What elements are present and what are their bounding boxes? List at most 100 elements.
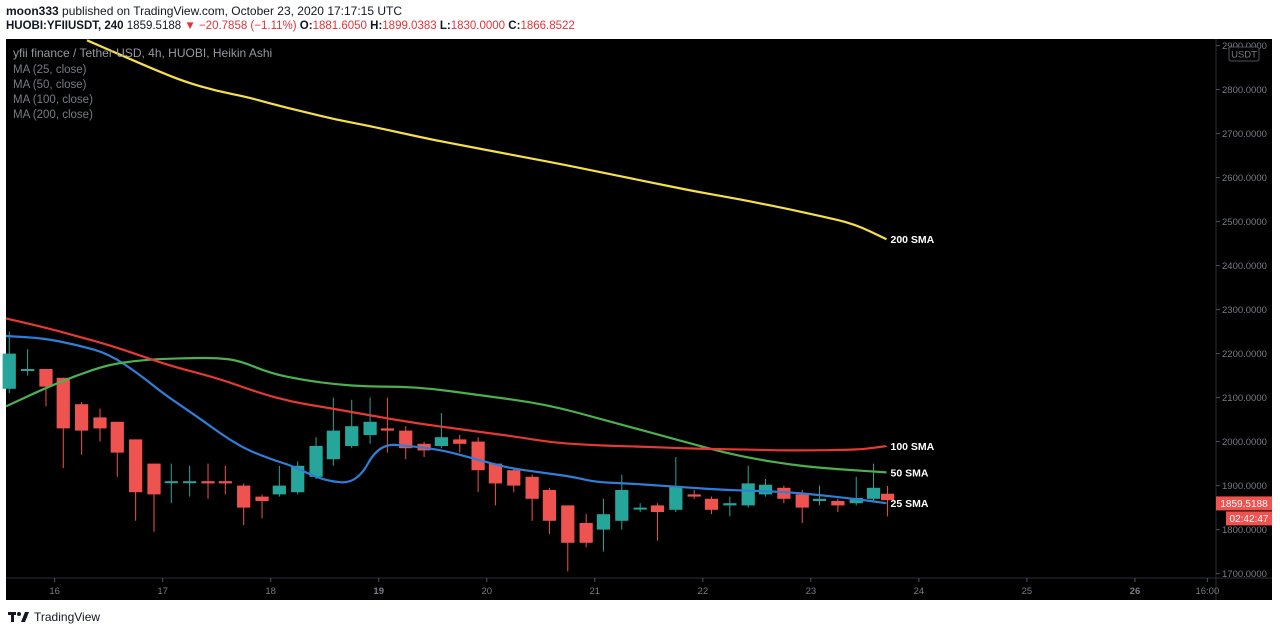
candle-body [507, 470, 521, 486]
y-tick-label: 1700.0000 [1222, 569, 1267, 580]
candle-down[interactable] [218, 465, 232, 495]
candle-down[interactable] [471, 437, 485, 493]
candle-down[interactable] [453, 435, 467, 453]
candle-down[interactable] [507, 468, 521, 493]
candle-down[interactable] [93, 408, 107, 442]
candle-down[interactable] [129, 439, 143, 521]
candle-up[interactable] [596, 498, 611, 552]
candle-body [20, 369, 35, 371]
open-value: 1881.6050 [312, 20, 367, 32]
candle-body [2, 353, 16, 389]
candle-down[interactable] [56, 377, 70, 468]
candle-body [866, 487, 881, 499]
candle-up[interactable] [309, 437, 323, 479]
x-tick-label: 21 [590, 586, 601, 597]
candle-down[interactable] [147, 463, 161, 532]
candles-layer [2, 331, 895, 572]
candle-body [399, 430, 413, 449]
x-tick-label: 20 [481, 586, 492, 597]
legend-ma100[interactable]: MA (100, close) [13, 94, 93, 106]
candle-down[interactable] [704, 496, 719, 515]
candle-body [434, 437, 448, 446]
candle-up[interactable] [633, 503, 647, 512]
ma50-label: 50 SMA [890, 467, 928, 479]
candle-up[interactable] [849, 476, 863, 506]
candle-down[interactable] [687, 490, 701, 499]
symbol: HUOBI:YFIIUSDT, 240 [6, 20, 124, 32]
candle-up[interactable] [434, 413, 448, 449]
candle-down[interactable] [561, 505, 575, 572]
candle-down[interactable] [831, 498, 845, 512]
candle-body [453, 439, 467, 444]
candle-up[interactable] [866, 463, 881, 501]
candle-up[interactable] [345, 399, 359, 449]
candle-body [147, 463, 161, 495]
candle-up[interactable] [363, 397, 377, 444]
candle-down[interactable] [525, 474, 539, 521]
ma100-line[interactable] [5, 317, 887, 452]
ma25-line[interactable] [5, 334, 887, 505]
candle-up[interactable] [669, 457, 683, 512]
candle-down[interactable] [380, 397, 394, 453]
x-tick-label: 24 [914, 586, 925, 597]
legend-ma25[interactable]: MA (25, close) [13, 64, 87, 76]
open-label: O: [299, 20, 313, 32]
candle-down[interactable] [542, 487, 557, 534]
y-tick-label: 2500.0000 [1222, 217, 1267, 228]
high-label: H: [370, 20, 383, 32]
candle-down[interactable] [255, 494, 269, 519]
candle-body [650, 505, 665, 512]
x-tick-label: 16 [49, 586, 60, 597]
plot-area[interactable] [6, 39, 1216, 578]
x-tick-label: 22 [698, 586, 709, 597]
candle-up[interactable] [741, 465, 755, 508]
candle-down[interactable] [579, 514, 593, 548]
candle-up[interactable] [20, 349, 35, 376]
candle-up[interactable] [291, 461, 305, 495]
candle-up[interactable] [272, 465, 286, 497]
candle-down[interactable] [650, 503, 665, 541]
author[interactable]: moon333 [6, 4, 59, 18]
currency-badge: USDT [1228, 46, 1260, 62]
candle-down[interactable] [237, 483, 251, 526]
tradingview-footer[interactable]: TradingView [8, 610, 100, 624]
last-price-tag: 1859.5188 02:42:47 [1216, 496, 1272, 526]
candle-body [345, 426, 359, 446]
candle-down[interactable] [110, 421, 124, 477]
candle-down[interactable] [488, 463, 503, 506]
y-tick-label: 2100.0000 [1222, 393, 1267, 404]
last-price-label: 1859.5188 [1220, 499, 1268, 510]
candle-body [201, 481, 215, 484]
candle-down[interactable] [201, 463, 215, 499]
candle-body [525, 476, 539, 499]
chart-title: yfii finance / Tether USD, 4h, HUOBI, He… [13, 46, 272, 60]
candle-body [831, 501, 845, 506]
candle-body [56, 377, 70, 429]
symbol-line: HUOBI:YFIIUSDT, 240 1859.5188 ▼ −20.7858… [6, 20, 575, 32]
candle-up[interactable] [183, 465, 197, 497]
price-change: −20.7858 (−1.11%) [198, 20, 297, 32]
legend-ma200[interactable]: MA (200, close) [13, 109, 93, 121]
candle-down[interactable] [399, 426, 413, 460]
candle-down[interactable] [777, 485, 791, 504]
candle-up[interactable] [2, 331, 16, 394]
candle-up[interactable] [723, 496, 737, 517]
y-tick-label: 1800.0000 [1222, 525, 1267, 536]
candle-up[interactable] [758, 479, 773, 497]
ma200-label: 200 SMA [890, 234, 934, 246]
candle-down[interactable] [75, 402, 89, 455]
last-price: 1859.5188 [126, 20, 182, 32]
time-scale[interactable] [6, 578, 1216, 600]
candle-down[interactable] [880, 486, 895, 517]
candle-body [164, 481, 178, 484]
legend-ma50[interactable]: MA (50, close) [13, 79, 87, 91]
y-tick-label: 2000.0000 [1222, 437, 1267, 448]
legend: yfii finance / Tether USD, 4h, HUOBI, He… [13, 46, 272, 121]
candle-up[interactable] [164, 463, 178, 504]
candle-down[interactable] [795, 490, 809, 523]
candle-body [561, 505, 575, 543]
y-axis-ticks: 1700.0000 1800.0000 1900.0000 2000.0000 2100… [1216, 41, 1267, 580]
high-value: 1899.0383 [382, 20, 437, 32]
ma200-line[interactable] [86, 39, 888, 241]
